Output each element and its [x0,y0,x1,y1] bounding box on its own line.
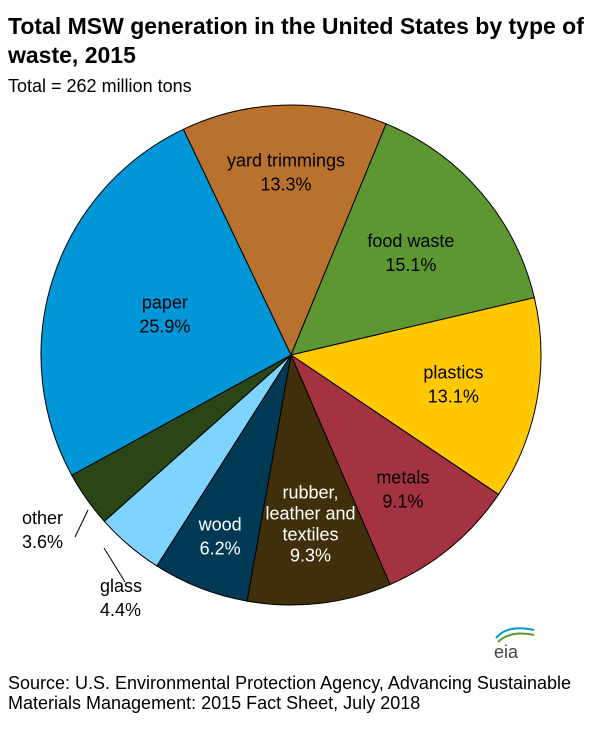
slice-label: plastics 13.1% [423,363,483,407]
source-note: Source: U.S. Environmental Protection Ag… [8,673,571,713]
pie-slice-rubber-leather-and-textiles [246,353,391,606]
leader-line [74,509,89,538]
slice-label: rubber, leather and textiles 9.3% [266,482,356,565]
pie-slice-paper [40,128,292,476]
pie-slice-metals [289,353,500,586]
slice-label: metals 9.1% [376,468,429,512]
slice-label: paper 25.9% [139,292,190,336]
eia-logo-arc [497,632,535,643]
eia-logo-text: eia [494,642,519,662]
chart-title: Total MSW generation in the United State… [8,13,584,68]
pie-slice-food-waste [290,123,535,356]
slice-label: wood 6.2% [198,515,242,559]
slice-label: other 3.6% [22,508,63,552]
eia-logo: eia [494,627,535,662]
pie-slice-plastics [289,297,542,496]
slice-label: yard trimmings 13.3% [227,151,345,195]
leader-line [103,547,126,583]
slice-label: glass 4.4% [100,576,142,620]
pie-slice-yard-trimmings [182,104,387,357]
eia-logo-arc [495,627,535,639]
chart-subtitle: Total = 262 million tons [8,76,192,96]
slice-label: food waste 15.1% [367,231,454,275]
